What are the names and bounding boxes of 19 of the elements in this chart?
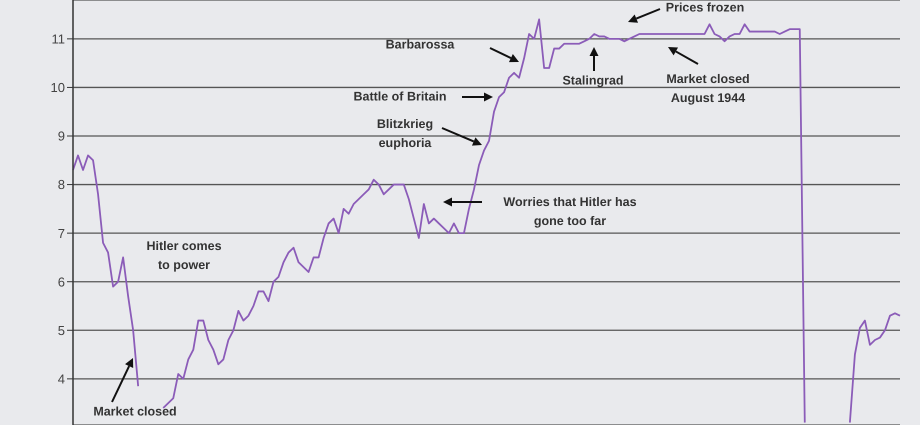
annotation: Prices frozen: [666, 0, 744, 16]
y-tick-label: 6: [58, 274, 65, 290]
annotation: Market closed: [93, 404, 177, 420]
y-tick-label: 8: [58, 177, 65, 192]
annotation: Stalingrad: [562, 72, 624, 90]
y-tick-label: 5: [58, 322, 65, 338]
y-tick-label: 4: [58, 371, 65, 386]
y-tick-label: 7: [58, 226, 65, 241]
line-series: [848, 312, 901, 424]
y-tick-label: 10: [50, 80, 65, 96]
annotation: Worries that Hitler has gone too far: [503, 194, 637, 230]
y-tick-label: 11: [52, 31, 65, 46]
y-tick-label: 9: [58, 128, 65, 144]
annotation: Barbarossa: [386, 36, 454, 54]
annotation: Battle of Britain: [353, 88, 447, 106]
annotation: Blitzkrieg euphoria: [376, 116, 434, 152]
annotation: Hitler comes to power: [146, 238, 222, 274]
annotation: Market closed August 1944: [666, 71, 750, 107]
line-series: [72, 154, 140, 388]
